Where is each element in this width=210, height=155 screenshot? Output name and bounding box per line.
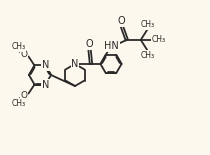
Text: N: N (42, 60, 49, 71)
Text: N: N (71, 59, 79, 69)
Text: CH₃: CH₃ (11, 42, 26, 51)
Text: O: O (21, 51, 28, 60)
Text: CH₃: CH₃ (151, 35, 165, 44)
Text: CH₃: CH₃ (11, 99, 26, 108)
Text: CH₃: CH₃ (141, 51, 155, 60)
Text: O: O (118, 16, 126, 26)
Text: N: N (42, 80, 49, 90)
Text: HN: HN (104, 41, 119, 51)
Text: CH₃: CH₃ (141, 20, 155, 29)
Text: O: O (21, 91, 28, 100)
Text: O: O (86, 39, 93, 49)
